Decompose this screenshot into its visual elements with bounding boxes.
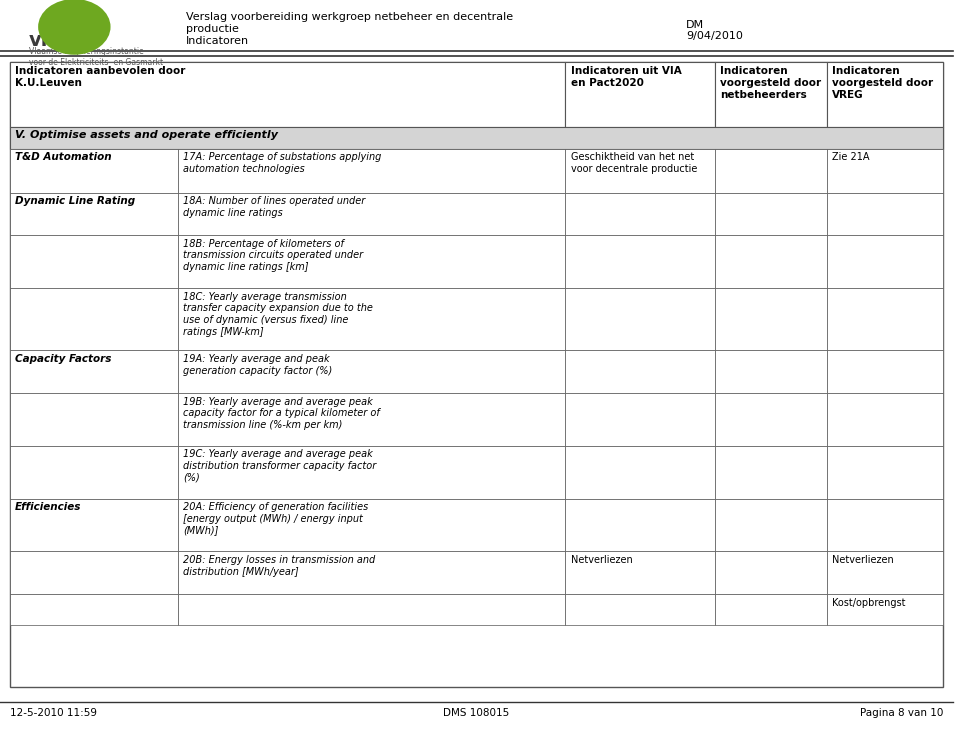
Bar [827, 551, 944, 594]
Bar [10, 393, 178, 446]
Text: Dynamic Line Rating: Dynamic Line Rating [15, 196, 135, 206]
Text: Indicatoren: Indicatoren [186, 35, 249, 46]
Bar [565, 594, 714, 625]
Bar [178, 192, 565, 235]
Bar [827, 235, 944, 288]
Bar [178, 499, 565, 551]
Bar [10, 62, 565, 127]
Text: Indicatoren aanbevolen door
K.U.Leuven: Indicatoren aanbevolen door K.U.Leuven [15, 66, 185, 88]
Text: 19A: Yearly average and peak
generation capacity factor (%): 19A: Yearly average and peak generation … [183, 354, 332, 376]
Bar [10, 62, 944, 687]
Bar [565, 551, 714, 594]
Text: 19C: Yearly average and average peak
distribution transformer capacity factor
(%: 19C: Yearly average and average peak dis… [183, 450, 376, 483]
Bar [178, 594, 565, 625]
Bar [827, 288, 944, 350]
Bar [10, 446, 178, 499]
Text: T&D Automation: T&D Automation [15, 153, 112, 162]
Bar [714, 393, 827, 446]
Text: DM: DM [686, 20, 705, 29]
Bar [565, 350, 714, 393]
Text: 20B: Energy losses in transmission and
distribution [MWh/year]: 20B: Energy losses in transmission and d… [183, 555, 375, 576]
Text: Indicatoren
voorgesteld door
VREG: Indicatoren voorgesteld door VREG [832, 66, 933, 99]
Text: Netverliezen: Netverliezen [571, 555, 633, 565]
Bar [178, 551, 565, 594]
Bar [714, 499, 827, 551]
Bar [10, 499, 178, 551]
Bar [10, 192, 178, 235]
Bar [178, 235, 565, 288]
Bar [178, 393, 565, 446]
Text: 17A: Percentage of substations applying
automation technologies: 17A: Percentage of substations applying … [183, 153, 382, 174]
Bar [565, 288, 714, 350]
Bar [565, 499, 714, 551]
Text: 18B: Percentage of kilometers of
transmission circuits operated under
dynamic li: 18B: Percentage of kilometers of transmi… [183, 239, 364, 272]
Bar [827, 446, 944, 499]
Bar [10, 350, 178, 393]
Text: 18A: Number of lines operated under
dynamic line ratings: 18A: Number of lines operated under dyna… [183, 196, 366, 218]
Bar [827, 393, 944, 446]
Bar [178, 350, 565, 393]
Text: Geschiktheid van het net
voor decentrale productie: Geschiktheid van het net voor decentrale… [571, 153, 697, 174]
Bar [714, 149, 827, 192]
Text: 9/04/2010: 9/04/2010 [686, 31, 743, 41]
Text: Pagina 8 van 10: Pagina 8 van 10 [860, 708, 944, 718]
Text: DMS 108015: DMS 108015 [444, 708, 510, 718]
Bar [178, 446, 565, 499]
Bar [565, 149, 714, 192]
Bar [10, 127, 944, 149]
Text: Indicatoren
voorgesteld door
netbeheerders: Indicatoren voorgesteld door netbeheerde… [720, 66, 822, 99]
Bar [714, 235, 827, 288]
Bar [565, 235, 714, 288]
Bar [178, 149, 565, 192]
Text: 18C: Yearly average transmission
transfer capacity expansion due to the
use of d: 18C: Yearly average transmission transfe… [183, 292, 373, 337]
Text: Kost/opbrengst: Kost/opbrengst [832, 598, 906, 607]
Text: V. Optimise assets and operate efficiently: V. Optimise assets and operate efficient… [15, 130, 278, 140]
Bar [714, 446, 827, 499]
Bar [827, 499, 944, 551]
Bar [714, 288, 827, 350]
Bar [10, 288, 178, 350]
Text: Vlaamse Reguleringsinstantie
voor de Elektriciteits- en Gasmarkt: Vlaamse Reguleringsinstantie voor de Ele… [29, 47, 162, 67]
Text: Zie 21A: Zie 21A [832, 153, 870, 162]
Text: 12-5-2010 11:59: 12-5-2010 11:59 [10, 708, 97, 718]
Bar [714, 350, 827, 393]
Bar [178, 288, 565, 350]
Bar [714, 551, 827, 594]
Circle shape [38, 0, 110, 55]
Bar [565, 62, 714, 127]
Bar [565, 192, 714, 235]
Bar [714, 594, 827, 625]
Text: Netverliezen: Netverliezen [832, 555, 894, 565]
Bar [827, 62, 944, 127]
Bar [827, 350, 944, 393]
Text: ⚡: ⚡ [66, 15, 79, 33]
Bar [10, 594, 178, 625]
Bar [827, 594, 944, 625]
Text: 19B: Yearly average and average peak
capacity factor for a typical kilometer of
: 19B: Yearly average and average peak cap… [183, 397, 380, 430]
Bar [827, 149, 944, 192]
Bar [10, 551, 178, 594]
Bar [714, 62, 827, 127]
Bar [10, 235, 178, 288]
Text: Indicatoren uit VIA
en Pact2020: Indicatoren uit VIA en Pact2020 [571, 66, 682, 88]
Bar [565, 393, 714, 446]
Text: vreg: vreg [29, 30, 78, 49]
Bar [565, 446, 714, 499]
Bar [714, 192, 827, 235]
Text: Capacity Factors: Capacity Factors [15, 354, 111, 364]
Text: productie: productie [186, 24, 239, 34]
Bar [827, 192, 944, 235]
Text: 20A: Efficiency of generation facilities
[energy output (MWh) / energy input
(MW: 20A: Efficiency of generation facilities… [183, 502, 369, 536]
Text: Verslag voorbereiding werkgroep netbeheer en decentrale: Verslag voorbereiding werkgroep netbehee… [186, 13, 513, 22]
Text: Efficiencies: Efficiencies [15, 502, 82, 512]
Bar [10, 149, 178, 192]
